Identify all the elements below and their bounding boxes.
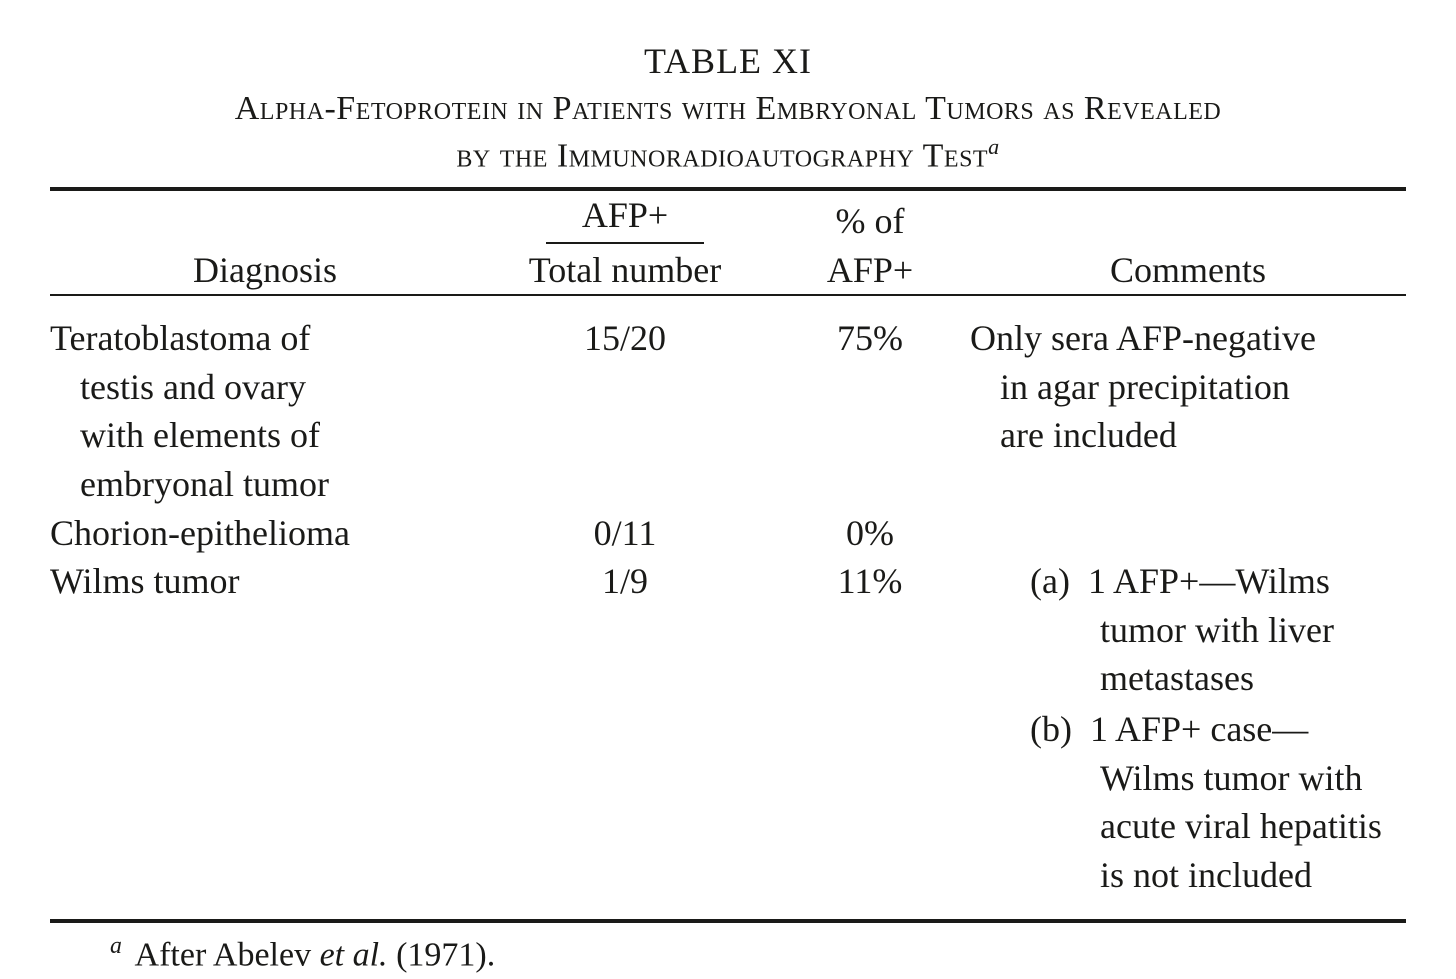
comment-line: acute viral hepatitis (1100, 806, 1382, 846)
diagnosis-cell: Teratoblastoma of testis and ovary with … (50, 314, 480, 508)
table-row: Chorion-epithelioma 0/11 0% (50, 509, 1406, 558)
table-number: TABLE XI (50, 40, 1406, 82)
caption-line-1: Alpha-Fetoprotein in Patients with Embry… (235, 90, 1222, 127)
comment-line: in agar precipitation (970, 363, 1406, 412)
comment-line: is not included (1100, 855, 1312, 895)
table-caption: Alpha-Fetoprotein in Patients with Embry… (50, 86, 1406, 179)
comment-line: metastases (1100, 658, 1254, 698)
comment-item-a: (a) 1 AFP+—Wilms tumor with liver metast… (970, 557, 1406, 703)
footnote-prefix: After Abelev (128, 937, 320, 974)
comment-line: tumor with liver (1100, 610, 1334, 650)
caption-line-2: by the Immunoradioautography Test (456, 137, 988, 174)
comment-line: Wilms tumor with (1100, 758, 1363, 798)
page: TABLE XI Alpha-Fetoprotein in Patients w… (0, 0, 1456, 975)
diagnosis-line: with elements of (50, 411, 480, 460)
caption-footnote-marker: a (988, 134, 1000, 159)
footnote-suffix: (1971). (388, 937, 496, 974)
afp-cell: 1/9 (480, 557, 770, 901)
afp-cell: 0/11 (480, 509, 770, 558)
table-footnote: a After Abelev et al. (1971). (50, 923, 1406, 974)
table-row: Teratoblastoma of testis and ovary with … (50, 314, 1406, 508)
col-header-comments: Comments (1110, 250, 1266, 290)
diagnosis-line: Teratoblastoma of (50, 314, 480, 363)
pct-cell: 11% (770, 557, 970, 901)
comment-line: Only sera AFP-negative (970, 314, 1406, 363)
table-row: Wilms tumor 1/9 11% (a) 1 AFP+—Wilms tum… (50, 557, 1406, 901)
pct-cell: 0% (770, 509, 970, 558)
col-header-total-number: Total number (529, 250, 721, 290)
diagnosis-line: embryonal tumor (50, 460, 480, 509)
col-header-pct-line2: AFP+ (827, 250, 913, 290)
diagnosis-cell: Chorion-epithelioma (50, 509, 480, 558)
comment-line: are included (970, 411, 1406, 460)
col-header-pct-line1: % of (836, 201, 905, 241)
afp-cell: 15/20 (480, 314, 770, 508)
comments-cell: (a) 1 AFP+—Wilms tumor with liver metast… (970, 557, 1406, 899)
diagnosis-line: Wilms tumor (50, 557, 480, 606)
data-table: Diagnosis AFP+ Total number % of AFP+ Co… (50, 187, 1406, 923)
diagnosis-line: testis and ovary (50, 363, 480, 412)
pct-cell: 75% (770, 314, 970, 508)
comments-cell (970, 509, 1406, 558)
footnote-etal: et al. (320, 937, 388, 974)
comment-line: (a) 1 AFP+—Wilms (1030, 561, 1330, 601)
footnote-marker: a (110, 933, 122, 959)
comment-line: (b) 1 AFP+ case— (1030, 709, 1308, 749)
diagnosis-cell: Wilms tumor (50, 557, 480, 606)
table-title-block: TABLE XI Alpha-Fetoprotein in Patients w… (50, 40, 1406, 179)
col-header-diagnosis: Diagnosis (193, 250, 337, 290)
comments-cell: Only sera AFP-negative in agar precipita… (970, 314, 1406, 460)
diagnosis-line: Chorion-epithelioma (50, 509, 480, 558)
header-row: Diagnosis AFP+ Total number % of AFP+ Co… (50, 191, 1406, 295)
col-header-afp-plus: AFP+ (546, 191, 704, 244)
comment-item-b: (b) 1 AFP+ case— Wilms tumor with acute … (970, 705, 1406, 899)
